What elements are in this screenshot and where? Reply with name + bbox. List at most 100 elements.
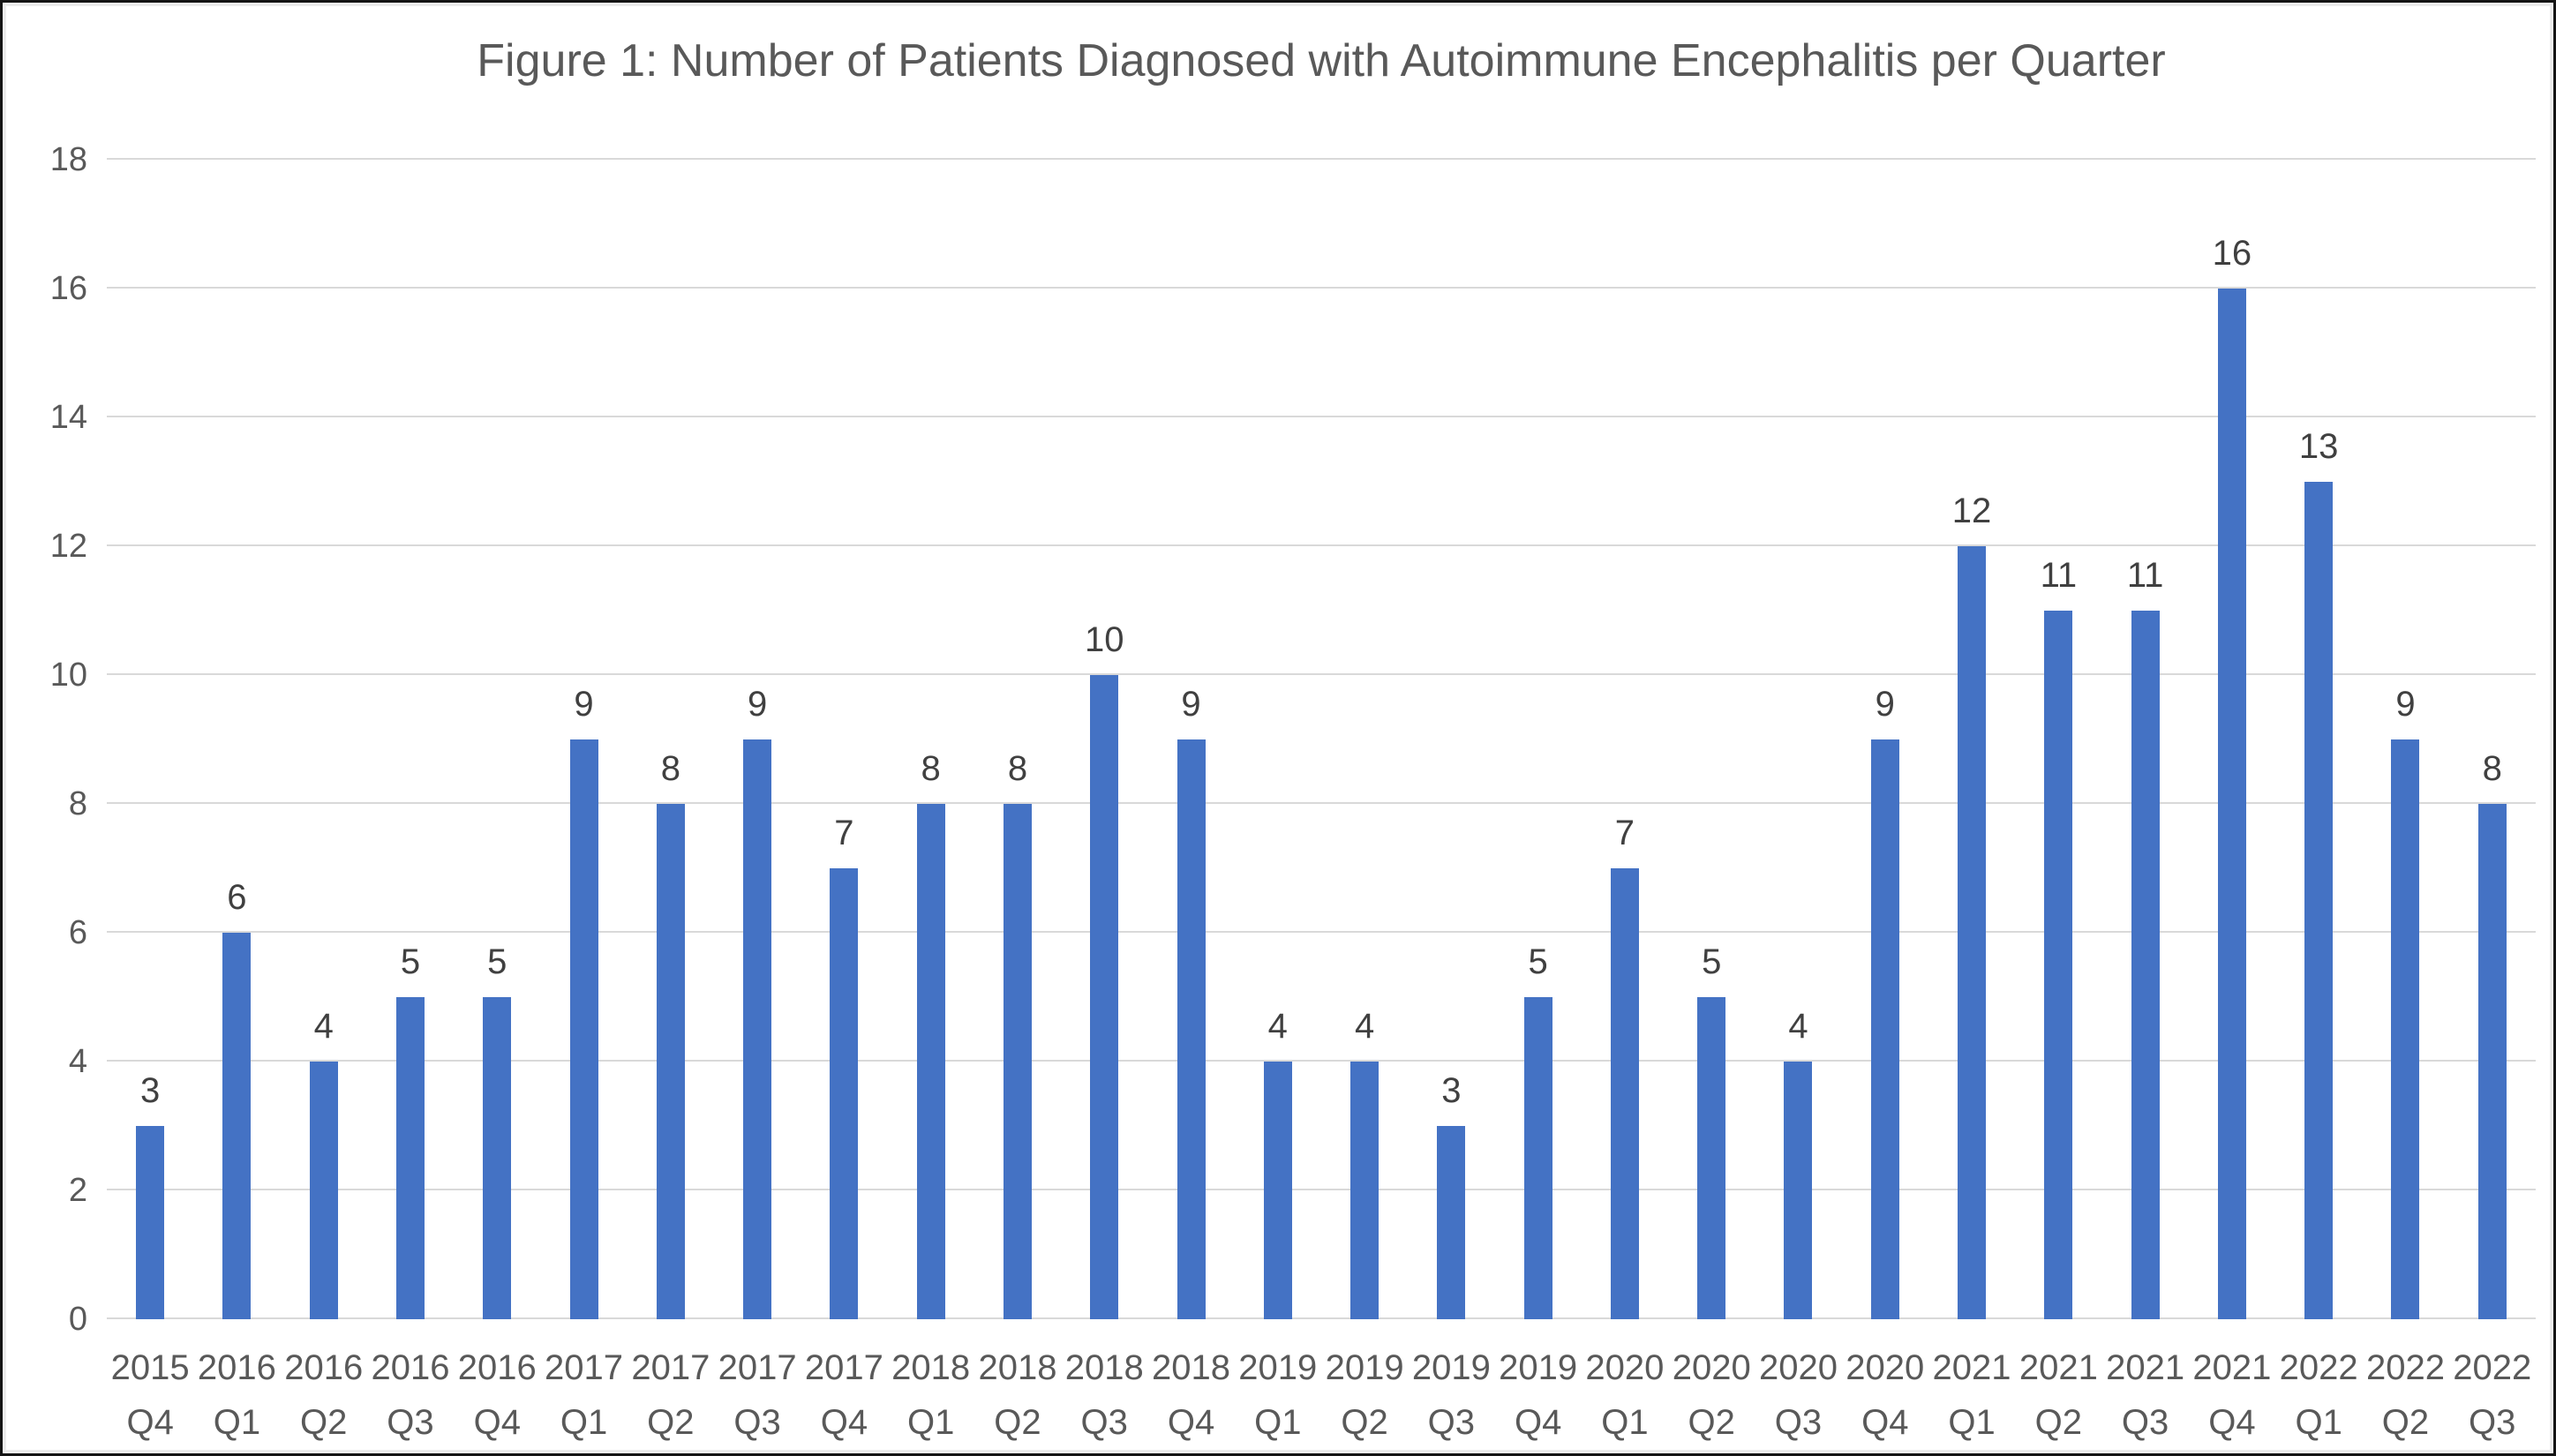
x-axis-category-label: 2021 Q1 bbox=[1932, 1348, 2011, 1442]
bar-2019-q2: 4 bbox=[1350, 1009, 1379, 1319]
bar-2017-q3: 9 bbox=[743, 687, 772, 1319]
data-label: 3 bbox=[1441, 1071, 1462, 1110]
gridline-y-6 bbox=[107, 931, 2536, 933]
bar-slot: 7 2020 Q1 bbox=[1582, 160, 1668, 1442]
bar-2021-q2: 11 bbox=[2041, 558, 2077, 1319]
x-axis-category-label: 2019 Q4 bbox=[1499, 1348, 1578, 1442]
bar-2017-q2: 8 bbox=[656, 751, 685, 1319]
bar-slot: 9 2018 Q4 bbox=[1147, 160, 1234, 1442]
data-label: 8 bbox=[1007, 749, 1028, 789]
bar-slot: 4 2019 Q1 bbox=[1235, 160, 1321, 1442]
bar-slot: 8 2018 Q2 bbox=[974, 160, 1061, 1442]
x-axis-category-label: 2019 Q3 bbox=[1411, 1348, 1491, 1442]
bar-slot: 11 2021 Q2 bbox=[2015, 160, 2101, 1442]
bar-2018-q4: 9 bbox=[1177, 687, 1206, 1319]
data-label: 11 bbox=[2040, 556, 2078, 595]
bar-slot: 5 2019 Q4 bbox=[1495, 160, 1582, 1442]
bar-slot: 8 2018 Q1 bbox=[888, 160, 974, 1442]
bar-slot: 3 2015 Q4 bbox=[107, 160, 193, 1442]
x-axis-category-label: 2016 Q3 bbox=[371, 1348, 450, 1442]
bar-2015-q4: 3 bbox=[136, 1073, 165, 1319]
data-label: 5 bbox=[1528, 942, 1548, 981]
bar-slot: 12 2021 Q1 bbox=[1928, 160, 2015, 1442]
y-axis-tick-label: 8 bbox=[68, 785, 87, 822]
gridline-y-0 bbox=[107, 1317, 2536, 1319]
data-label: 4 bbox=[1788, 1007, 1808, 1047]
bar-slot: 10 2018 Q3 bbox=[1061, 160, 1147, 1442]
bar-2022-q2: 9 bbox=[2391, 687, 2420, 1319]
bar-slot: 6 2016 Q1 bbox=[193, 160, 280, 1442]
data-label: 9 bbox=[1875, 685, 1895, 724]
bar-slot: 9 2020 Q4 bbox=[1842, 160, 1928, 1442]
x-axis-category-label: 2019 Q2 bbox=[1325, 1348, 1404, 1442]
data-label: 4 bbox=[1354, 1007, 1375, 1047]
bar-2016-q1: 6 bbox=[222, 880, 252, 1319]
bar-2017-q4: 7 bbox=[830, 815, 859, 1319]
bar-2021-q3: 11 bbox=[2127, 558, 2163, 1319]
bar-2020-q3: 4 bbox=[1784, 1009, 1813, 1319]
data-label: 3 bbox=[140, 1071, 161, 1110]
x-axis-category-label: 2022 Q3 bbox=[2453, 1348, 2532, 1442]
y-axis-tick-label: 14 bbox=[49, 398, 87, 436]
x-axis-category-label: 2017 Q4 bbox=[804, 1348, 883, 1442]
gridline-y-16 bbox=[107, 287, 2536, 289]
x-axis-category-label: 2016 Q1 bbox=[197, 1348, 276, 1442]
gridline-y-10 bbox=[107, 673, 2536, 675]
x-axis-category-label: 2017 Q1 bbox=[545, 1348, 624, 1442]
x-axis-category-label: 2017 Q2 bbox=[631, 1348, 710, 1442]
bar-slot: 11 2021 Q3 bbox=[2101, 160, 2188, 1442]
bar-slot: 5 2020 Q2 bbox=[1668, 160, 1755, 1442]
y-axis-tick-label: 4 bbox=[68, 1043, 87, 1080]
x-axis-category-label: 2021 Q3 bbox=[2106, 1348, 2185, 1442]
x-axis-category-label: 2021 Q4 bbox=[2192, 1348, 2272, 1442]
x-axis-category-label: 2016 Q2 bbox=[284, 1348, 364, 1442]
data-label: 6 bbox=[227, 878, 247, 917]
y-axis-tick-label: 18 bbox=[49, 141, 87, 178]
x-axis-category-label: 2018 Q4 bbox=[1152, 1348, 1230, 1442]
data-label: 11 bbox=[2126, 556, 2164, 595]
y-axis-tick-label: 6 bbox=[68, 914, 87, 951]
bar-2016-q4: 5 bbox=[483, 944, 512, 1319]
data-label: 4 bbox=[313, 1007, 334, 1047]
x-axis-category-label: 2020 Q2 bbox=[1672, 1348, 1751, 1442]
bar-slot: 4 2016 Q2 bbox=[281, 160, 367, 1442]
x-axis-category-label: 2020 Q1 bbox=[1585, 1348, 1665, 1442]
x-axis-category-label: 2016 Q4 bbox=[457, 1348, 537, 1442]
y-axis-tick-label: 16 bbox=[49, 269, 87, 307]
bar-2016-q3: 5 bbox=[395, 944, 425, 1319]
gridlines-layer: 0 2 4 6 8 10 12 14 16 18 bbox=[50, 143, 2536, 1336]
bar-2021-q4: 16 bbox=[2213, 236, 2252, 1319]
bar-slot: 3 2019 Q3 bbox=[1408, 160, 1494, 1442]
bar-2018-q3: 10 bbox=[1085, 622, 1124, 1319]
bar-2020-q1: 7 bbox=[1610, 815, 1639, 1319]
y-axis-tick-label: 10 bbox=[49, 656, 87, 694]
bar-2019-q4: 5 bbox=[1523, 944, 1552, 1319]
x-axis-category-label: 2018 Q1 bbox=[891, 1348, 971, 1442]
chart-title: Figure 1: Number of Patients Diagnosed w… bbox=[477, 35, 2166, 86]
y-axis-tick-label: 2 bbox=[68, 1171, 87, 1209]
bar-slot: 7 2017 Q4 bbox=[801, 160, 887, 1442]
x-axis-category-label: 2022 Q2 bbox=[2365, 1348, 2445, 1442]
bar-2021-q1: 12 bbox=[1952, 493, 1991, 1319]
gridline-y-2 bbox=[107, 1189, 2536, 1191]
data-label: 9 bbox=[574, 685, 594, 724]
plot-area: 0 2 4 6 8 10 12 14 16 18 3 2015 Q4 6 2016 Q1 4 2016 Q2 5 20… bbox=[50, 143, 2536, 1442]
bar-slot: 5 2016 Q3 bbox=[367, 160, 454, 1442]
x-axis-category-label: 2015 Q4 bbox=[110, 1348, 190, 1442]
x-axis-category-label: 2022 Q1 bbox=[2279, 1348, 2358, 1442]
y-axis-tick-label: 0 bbox=[68, 1301, 87, 1338]
gridline-y-18 bbox=[107, 158, 2536, 160]
gridline-y-8 bbox=[107, 802, 2536, 805]
data-label: 10 bbox=[1084, 620, 1124, 659]
bar-slot: 9 2017 Q1 bbox=[540, 160, 627, 1442]
bar-slot: 9 2022 Q2 bbox=[2362, 160, 2448, 1442]
data-label: 13 bbox=[2298, 427, 2339, 466]
x-axis-category-label: 2018 Q2 bbox=[978, 1348, 1057, 1442]
bars-layer: 3 2015 Q4 6 2016 Q1 4 2016 Q2 5 2016 Q3 5 2016 Q4 9 2017… bbox=[107, 160, 2536, 1442]
data-label: 12 bbox=[1951, 492, 1992, 530]
data-label: 8 bbox=[660, 749, 680, 789]
bar-2018-q2: 8 bbox=[1003, 751, 1032, 1319]
data-label: 5 bbox=[487, 942, 507, 981]
bar-slot: 4 2020 Q3 bbox=[1755, 160, 1841, 1442]
